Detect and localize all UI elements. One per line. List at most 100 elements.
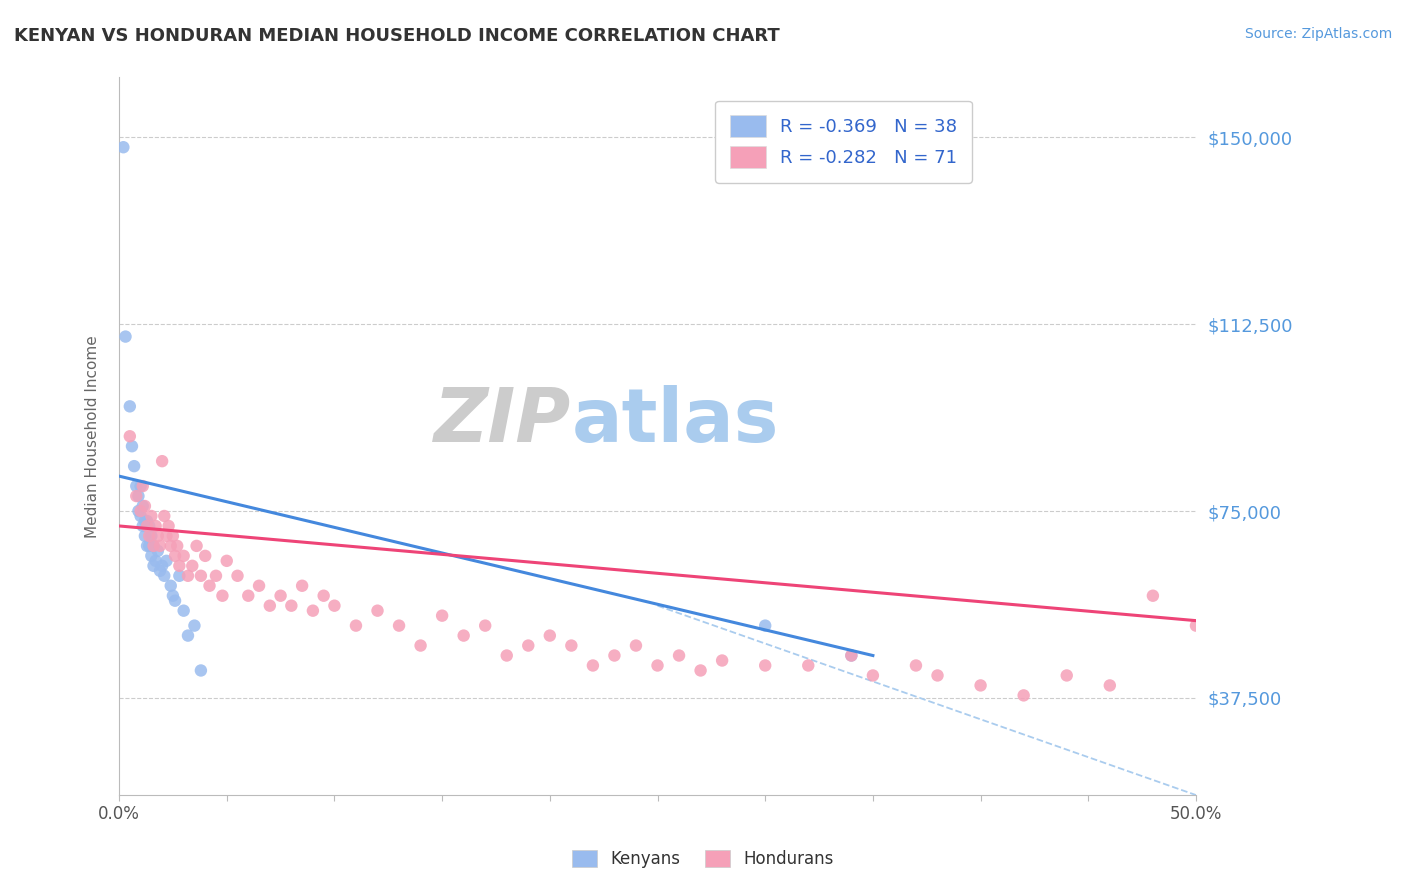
- Text: atlas: atlas: [571, 385, 779, 458]
- Point: [127, 489, 149, 503]
- Point: [754, 658, 776, 673]
- Point: [312, 589, 335, 603]
- Point: [169, 569, 191, 583]
- Point: [474, 618, 496, 632]
- Point: [141, 529, 163, 543]
- Point: [153, 508, 176, 523]
- Point: [862, 668, 884, 682]
- Point: [136, 519, 159, 533]
- Point: [344, 618, 367, 632]
- Point: [259, 599, 281, 613]
- Point: [149, 564, 172, 578]
- Legend: Kenyans, Hondurans: Kenyans, Hondurans: [565, 843, 841, 875]
- Point: [134, 514, 156, 528]
- Point: [190, 664, 212, 678]
- Point: [177, 629, 200, 643]
- Point: [129, 508, 152, 523]
- Point: [112, 140, 135, 154]
- Point: [388, 618, 411, 632]
- Point: [238, 589, 260, 603]
- Point: [409, 639, 432, 653]
- Point: [162, 529, 184, 543]
- Text: ZIP: ZIP: [434, 385, 571, 458]
- Point: [134, 499, 156, 513]
- Point: [582, 658, 605, 673]
- Point: [177, 569, 200, 583]
- Point: [969, 678, 991, 692]
- Point: [194, 549, 217, 563]
- Point: [132, 519, 155, 533]
- Point: [149, 539, 172, 553]
- Point: [291, 579, 314, 593]
- Point: [711, 653, 734, 667]
- Point: [121, 439, 143, 453]
- Point: [323, 599, 346, 613]
- Point: [190, 569, 212, 583]
- Point: [841, 648, 863, 663]
- Point: [624, 639, 647, 653]
- Point: [122, 459, 145, 474]
- Point: [560, 639, 582, 653]
- Point: [141, 549, 163, 563]
- Point: [166, 539, 188, 553]
- Point: [142, 539, 165, 553]
- Point: [1012, 689, 1035, 703]
- Point: [127, 504, 149, 518]
- Point: [927, 668, 949, 682]
- Point: [797, 658, 820, 673]
- Point: [159, 539, 181, 553]
- Point: [145, 554, 167, 568]
- Point: [181, 558, 204, 573]
- Point: [1142, 589, 1164, 603]
- Point: [904, 658, 927, 673]
- Point: [114, 329, 136, 343]
- Point: [150, 454, 173, 468]
- Point: [118, 429, 141, 443]
- Point: [129, 504, 152, 518]
- Point: [198, 579, 221, 593]
- Point: [538, 629, 561, 643]
- Text: Source: ZipAtlas.com: Source: ZipAtlas.com: [1244, 27, 1392, 41]
- Point: [668, 648, 690, 663]
- Text: KENYAN VS HONDURAN MEDIAN HOUSEHOLD INCOME CORRELATION CHART: KENYAN VS HONDURAN MEDIAN HOUSEHOLD INCO…: [14, 27, 780, 45]
- Point: [430, 608, 453, 623]
- Point: [165, 549, 187, 563]
- Point: [517, 639, 540, 653]
- Point: [1098, 678, 1121, 692]
- Point: [165, 593, 187, 607]
- Point: [134, 529, 156, 543]
- Point: [125, 489, 148, 503]
- Point: [603, 648, 626, 663]
- Point: [142, 558, 165, 573]
- Point: [142, 539, 165, 553]
- Y-axis label: Median Household Income: Median Household Income: [86, 334, 100, 538]
- Point: [155, 554, 177, 568]
- Point: [146, 544, 169, 558]
- Point: [366, 604, 388, 618]
- Point: [215, 554, 238, 568]
- Point: [125, 479, 148, 493]
- Point: [173, 604, 195, 618]
- Point: [155, 529, 177, 543]
- Point: [186, 539, 208, 553]
- Point: [129, 479, 152, 493]
- Point: [302, 604, 325, 618]
- Point: [211, 589, 233, 603]
- Legend: R = -0.369   N = 38, R = -0.282   N = 71: R = -0.369 N = 38, R = -0.282 N = 71: [716, 101, 972, 183]
- Point: [495, 648, 517, 663]
- Point: [141, 508, 163, 523]
- Point: [162, 589, 184, 603]
- Point: [138, 529, 160, 543]
- Point: [1056, 668, 1078, 682]
- Point: [136, 514, 159, 528]
- Point: [647, 658, 669, 673]
- Point: [169, 558, 191, 573]
- Point: [118, 400, 141, 414]
- Point: [270, 589, 292, 603]
- Point: [689, 664, 711, 678]
- Point: [280, 599, 302, 613]
- Point: [145, 519, 167, 533]
- Point: [136, 539, 159, 553]
- Point: [754, 618, 776, 632]
- Point: [159, 579, 181, 593]
